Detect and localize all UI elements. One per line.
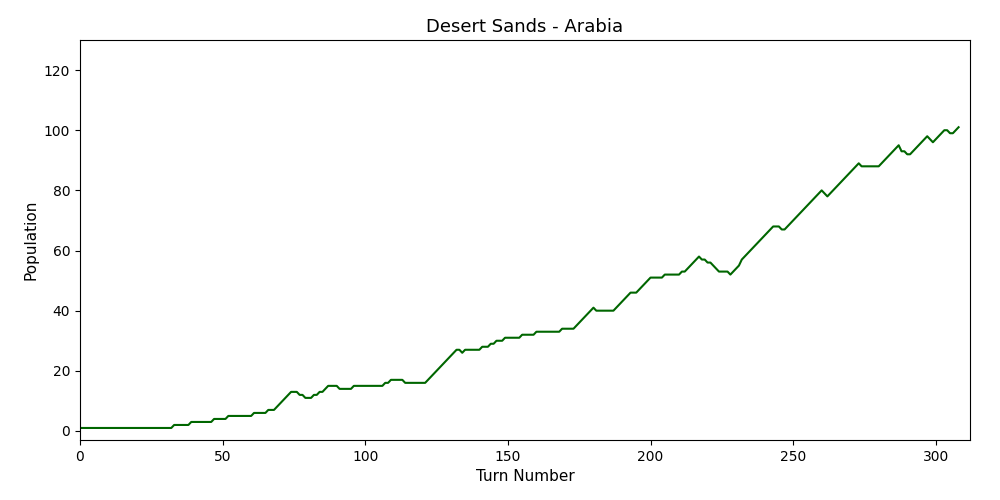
X-axis label: Turn Number: Turn Number xyxy=(476,470,574,484)
Title: Desert Sands - Arabia: Desert Sands - Arabia xyxy=(426,18,624,36)
Y-axis label: Population: Population xyxy=(23,200,38,280)
